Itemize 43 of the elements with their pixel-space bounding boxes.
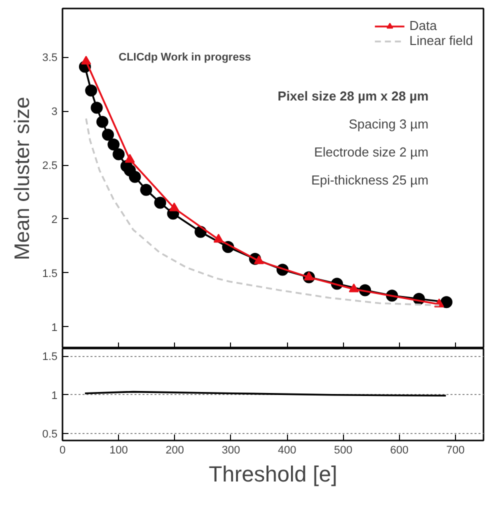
point [81, 56, 92, 64]
x-tick-label: 500 [334, 444, 352, 456]
legend-label: Data [409, 18, 437, 33]
y-tick-label: 1 [51, 322, 58, 334]
y-tick-label: 3 [51, 106, 58, 118]
y-tick-label: 3.5 [42, 52, 58, 64]
annotation: CLICdp Work in progress [118, 52, 252, 64]
point [214, 234, 224, 243]
point [124, 154, 135, 163]
point [348, 283, 359, 292]
point [85, 84, 98, 97]
y-tick-label: 1.5 [42, 268, 58, 280]
x-tick-label: 400 [278, 444, 296, 456]
point [96, 116, 108, 128]
point [169, 202, 180, 212]
legend-label: Linear field [409, 33, 473, 48]
x-tick-label: 300 [222, 444, 240, 456]
annotation: Spacing 3 µm [348, 116, 429, 132]
annotation: Pixel size 28 µm x 28 µm [278, 88, 429, 104]
point [90, 102, 103, 114]
point [128, 170, 141, 183]
point [140, 184, 152, 196]
y-tick-label: 1.5 [42, 351, 58, 364]
point [154, 196, 166, 209]
point [112, 148, 125, 160]
x-tick-label: 0 [59, 444, 66, 456]
point [304, 272, 314, 280]
x-axis-title: Threshold [e] [208, 462, 338, 486]
y-tick-label: 2.5 [42, 160, 58, 172]
x-tick-label: 700 [446, 444, 465, 456]
y-tick-label: 1 [51, 390, 58, 402]
point [254, 255, 264, 264]
annotation: Epi-thickness 25 µm [311, 172, 428, 188]
point [440, 296, 452, 308]
point [108, 138, 120, 150]
x-tick-label: 600 [390, 444, 408, 456]
x-tick-label: 200 [166, 444, 184, 456]
point [102, 128, 114, 141]
annotation: Electrode size 2 µm [314, 144, 429, 160]
x-tick-label: 100 [109, 444, 128, 456]
y-tick-label: 0.5 [42, 428, 58, 441]
y-tick-label: 2 [51, 214, 58, 226]
y-axis-title: Mean cluster size [11, 96, 34, 260]
